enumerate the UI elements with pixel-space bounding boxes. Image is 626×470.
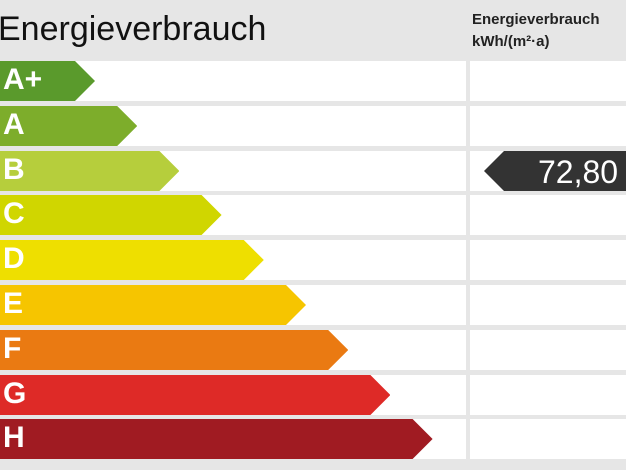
value-cell: [470, 285, 626, 325]
column-header: Energieverbrauch kWh/(m²·a): [472, 9, 600, 53]
class-row-H: H: [0, 419, 626, 460]
value-cell: [470, 61, 626, 101]
class-bar: [0, 240, 264, 281]
class-label: G: [3, 376, 27, 410]
class-bar: [0, 105, 138, 146]
class-label: C: [3, 197, 25, 231]
value-cell: [470, 195, 626, 236]
marker-arrow: [484, 150, 626, 191]
class-bar: [0, 374, 391, 415]
class-row-F: F: [0, 329, 626, 370]
class-label: F: [3, 331, 22, 365]
value-text: 72,80: [538, 153, 619, 190]
class-label: H: [3, 421, 25, 455]
value-cell: [470, 105, 626, 146]
value-cell: [470, 374, 626, 415]
class-bar: [0, 285, 306, 325]
class-label: B: [3, 152, 25, 186]
class-row-C: C: [0, 195, 626, 236]
class-row-A+: A+: [0, 61, 626, 101]
class-bar: [0, 150, 180, 191]
class-bar: [0, 419, 433, 460]
class-label: A+: [3, 63, 43, 96]
class-row-A: A: [0, 105, 626, 146]
class-bar: [0, 195, 222, 236]
class-label: A: [3, 107, 25, 141]
value-cell: [470, 240, 626, 281]
class-bar: [0, 329, 349, 370]
class-label: E: [3, 287, 24, 320]
class-row-D: D: [0, 240, 626, 281]
chart-title: Energieverbrauch: [0, 10, 267, 48]
value-marker: 72,80: [484, 150, 626, 191]
class-row-E: E: [0, 285, 626, 325]
value-cell: [470, 419, 626, 460]
class-row-G: G: [0, 374, 626, 415]
class-bar: [0, 61, 95, 101]
class-label: D: [3, 242, 25, 276]
value-cell: [470, 329, 626, 370]
unit-label: kWh/(m²·a): [472, 33, 550, 50]
column-header-title: Energieverbrauch: [472, 11, 600, 28]
